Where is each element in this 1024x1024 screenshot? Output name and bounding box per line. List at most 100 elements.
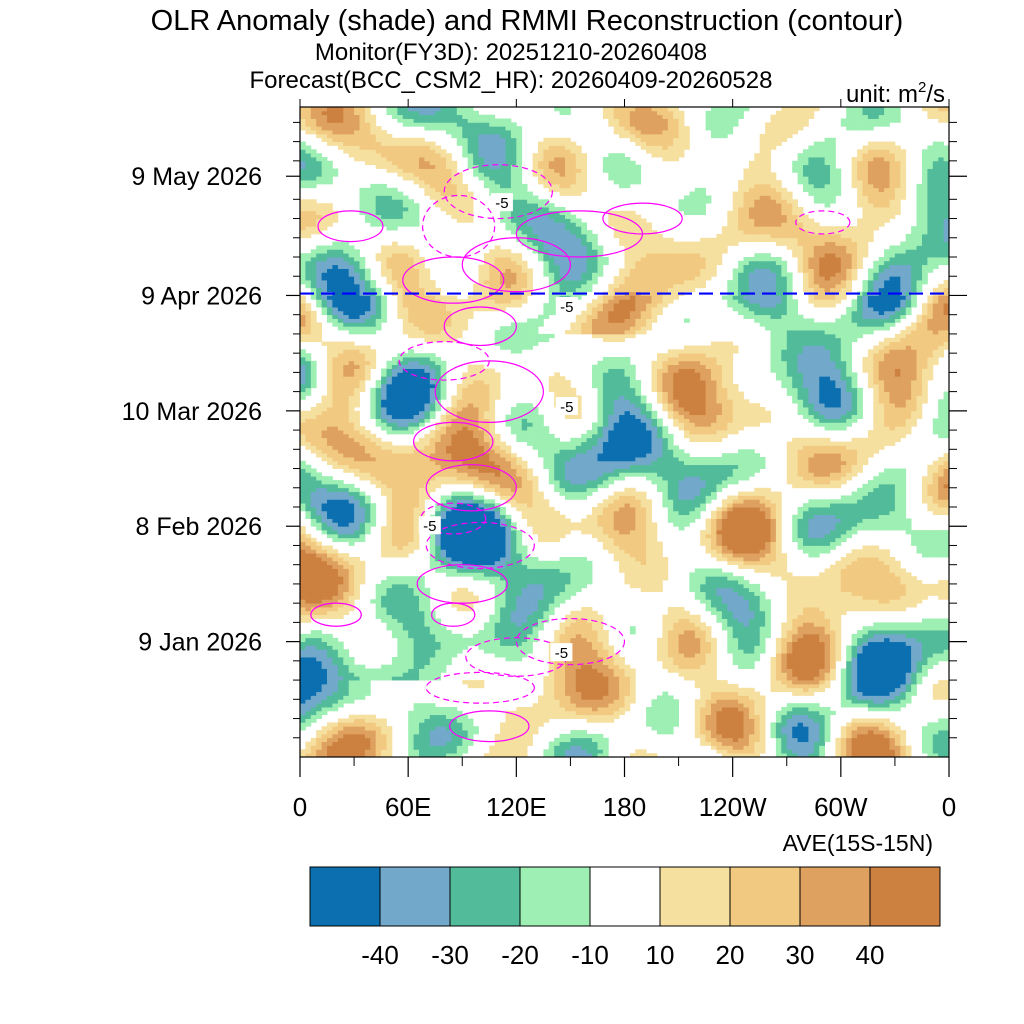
olr-cell: [316, 741, 323, 746]
olr-cell: [500, 641, 506, 646]
olr-cell: [759, 722, 766, 727]
olr-cell: [548, 691, 555, 696]
olr-cell: [786, 664, 793, 669]
olr-cell: [803, 607, 809, 612]
olr-cell: [570, 707, 577, 712]
olr-cell: [657, 583, 663, 589]
olr-cell: [467, 595, 474, 600]
olr-cell: [932, 691, 939, 696]
olr-cell: [586, 695, 593, 700]
olr-cell: [862, 668, 869, 673]
olr-cell: [738, 583, 744, 589]
olr-cell: [424, 710, 431, 716]
olr-cell: [413, 718, 420, 723]
olr-cell: [770, 557, 777, 562]
olr-cell: [694, 653, 701, 658]
olr-cell: [581, 695, 588, 700]
olr-cell: [538, 522, 544, 527]
olr-cell: [705, 737, 712, 743]
olr-cell: [397, 610, 404, 616]
olr-cell: [624, 676, 631, 681]
olr-cell: [586, 518, 593, 523]
olr-cell: [316, 553, 323, 558]
olr-cell: [592, 645, 598, 650]
olr-cell: [402, 668, 409, 673]
olr-cell: [429, 737, 436, 743]
olr-cell: [602, 522, 609, 527]
olr-cell: [911, 603, 917, 608]
olr-cell: [759, 518, 766, 523]
olr-cell: [483, 626, 490, 631]
olr-cell: [819, 595, 826, 600]
olr-cell: [662, 703, 669, 708]
olr-cell: [310, 580, 317, 585]
olr-cell: [716, 730, 723, 735]
olr-cell: [343, 660, 350, 666]
olr-cell: [327, 595, 333, 600]
olr-cell: [321, 703, 328, 708]
olr-cell: [900, 630, 907, 635]
olr-cell: [770, 526, 777, 531]
olr-cell: [424, 622, 431, 627]
olr-cell: [684, 668, 690, 673]
olr-cell: [900, 664, 907, 669]
olr-cell: [738, 645, 744, 650]
olr-cell: [348, 680, 355, 685]
olr-cell: [300, 714, 306, 719]
olr-cell: [332, 668, 339, 673]
olr-cell: [505, 730, 512, 735]
olr-cell: [592, 614, 598, 619]
olr-cell: [830, 572, 836, 577]
olr-cell: [337, 560, 344, 566]
olr-cell: [467, 514, 474, 519]
olr-cell: [467, 557, 474, 562]
olr-cell: [597, 526, 604, 531]
olr-cell: [581, 626, 588, 631]
olr-cell: [900, 737, 907, 743]
olr-cell: [694, 622, 701, 627]
olr-cell: [581, 741, 588, 746]
olr-cell: [429, 641, 436, 646]
olr-cell: [786, 737, 793, 743]
olr-cell: [489, 514, 496, 519]
olr-cell: [305, 607, 312, 612]
olr-cell: [835, 526, 842, 531]
olr-cell: [300, 549, 306, 554]
olr-cell: [678, 514, 685, 519]
olr-cell: [846, 741, 853, 746]
olr-cell: [521, 591, 528, 596]
olr-cell: [381, 537, 387, 543]
olr-cell: [792, 649, 799, 654]
olr-cell: [505, 583, 512, 589]
olr-cell: [803, 622, 809, 627]
olr-cell: [602, 703, 609, 708]
olr-cell: [657, 564, 663, 569]
olr-cell: [635, 557, 642, 562]
olr-cell: [797, 545, 804, 550]
olr-cell: [435, 618, 442, 623]
olr-cell: [505, 549, 512, 554]
olr-cell: [857, 668, 863, 673]
olr-cell: [510, 749, 517, 754]
olr-cell: [667, 695, 674, 700]
olr-cell: [862, 680, 869, 685]
olr-cell: [516, 626, 523, 631]
olr-cell: [408, 595, 415, 600]
olr-cell: [857, 676, 863, 681]
olr-cell: [321, 687, 328, 693]
olr-cell: [765, 514, 771, 519]
olr-cell: [824, 514, 831, 519]
olr-cell: [754, 533, 761, 539]
olr-cell: [732, 714, 739, 719]
olr-cell: [608, 695, 615, 700]
olr-cell: [478, 510, 485, 516]
olr-cell: [359, 576, 366, 581]
olr-cell: [673, 653, 680, 658]
olr-cell: [700, 699, 707, 704]
olr-cell: [797, 722, 804, 727]
olr-cell: [527, 614, 533, 619]
olr-cell: [775, 657, 782, 662]
olr-cell: [711, 522, 717, 527]
olr-cell: [575, 645, 582, 650]
olr-cell: [911, 530, 917, 535]
